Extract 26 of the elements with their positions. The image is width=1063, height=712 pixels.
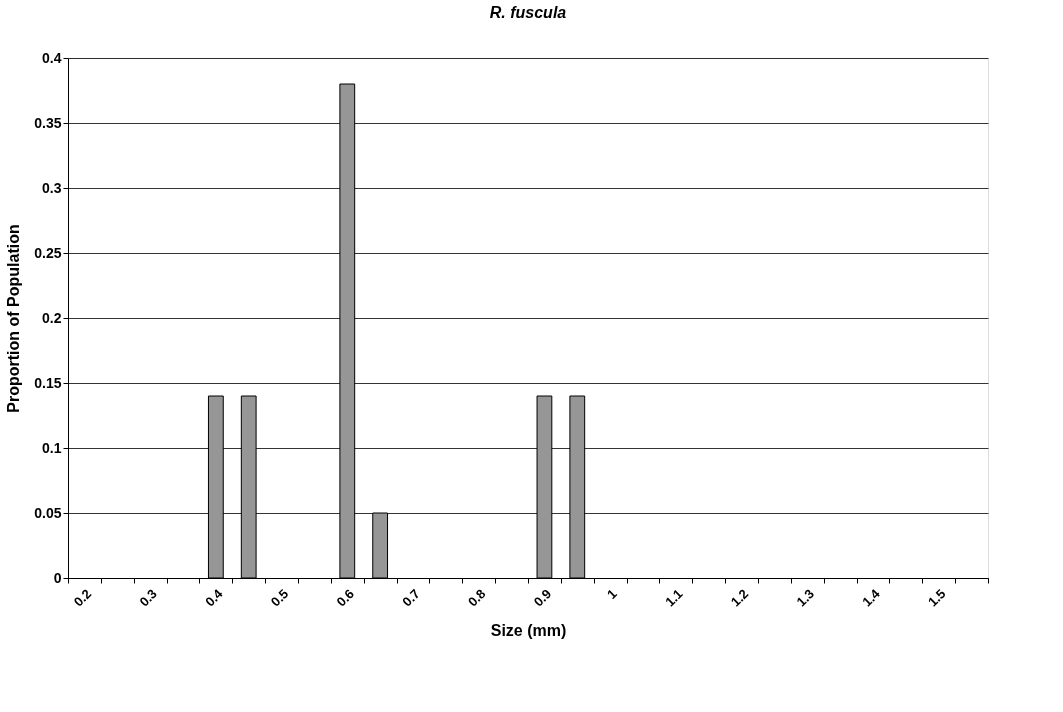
x-tick-label: 1.1 xyxy=(662,586,686,610)
y-tick-label: 0.3 xyxy=(42,179,62,196)
x-tick-label: 0.2 xyxy=(70,586,95,610)
x-tick-label: 0.4 xyxy=(202,585,227,610)
y-tick-label: 0.1 xyxy=(42,439,62,456)
x-tick-label: 0.3 xyxy=(136,586,160,610)
x-tick-label: 0.6 xyxy=(333,586,357,610)
x-tick-label: 0.9 xyxy=(530,586,555,610)
y-tick-label: 0.05 xyxy=(34,504,62,521)
y-tick-label: 0.25 xyxy=(34,244,62,261)
x-tick-label: 1 xyxy=(604,586,620,602)
x-tick-label: 0.5 xyxy=(267,586,292,610)
y-tick-label: 0.15 xyxy=(34,374,62,391)
y-tick-label: 0.35 xyxy=(34,114,62,131)
x-tick-label: 1.4 xyxy=(859,585,884,610)
y-tick-label: 0 xyxy=(53,569,62,586)
x-tick-label: 0.8 xyxy=(465,586,489,610)
x-tick-label: 1.3 xyxy=(793,586,817,610)
x-axis-title: Size (mm) xyxy=(490,622,567,640)
chart-title: R. fuscula xyxy=(489,4,567,21)
x-tick-label: 1.5 xyxy=(925,586,949,610)
y-axis-title: Proportion of Population xyxy=(5,224,23,413)
x-tick-label: 0.7 xyxy=(399,586,423,610)
x-tick-label: 1.2 xyxy=(727,586,752,610)
y-tick-label: 0.2 xyxy=(42,309,62,326)
y-tick-label: 0.4 xyxy=(42,49,62,66)
